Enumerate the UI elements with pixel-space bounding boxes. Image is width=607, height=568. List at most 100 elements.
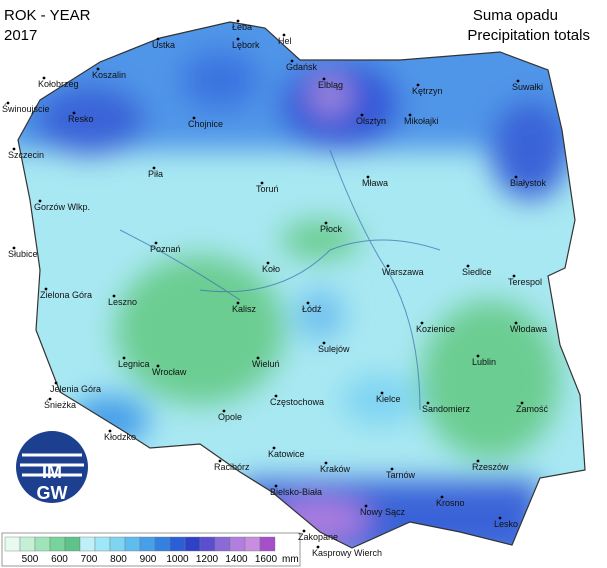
city-dot bbox=[236, 19, 240, 23]
city-label: Słubice bbox=[8, 249, 38, 259]
city-dot bbox=[306, 301, 310, 305]
city-dot bbox=[54, 381, 58, 385]
city-dot bbox=[274, 394, 278, 398]
legend-swatch bbox=[4, 536, 21, 552]
city-dot bbox=[420, 321, 424, 325]
legend-swatch bbox=[229, 536, 246, 552]
city-dot bbox=[72, 111, 76, 115]
city-dot bbox=[260, 181, 264, 185]
legend-swatch bbox=[109, 536, 126, 552]
city-dot bbox=[44, 287, 48, 291]
city-dot bbox=[222, 409, 226, 413]
logo: IM GW bbox=[16, 431, 88, 503]
city-label: Opole bbox=[218, 412, 242, 422]
legend-swatch bbox=[139, 536, 156, 552]
city-label: Lublin bbox=[472, 357, 496, 367]
cities: Łeba Hel Ustka Lębork Koszalin Kołobrzeg Gdańs… bbox=[2, 19, 549, 558]
city-label: Lębork bbox=[232, 40, 260, 50]
city-dot bbox=[156, 364, 160, 368]
city-label: Sandomierz bbox=[422, 404, 471, 414]
city-dot bbox=[408, 113, 412, 117]
city-dot bbox=[156, 37, 160, 41]
city-label: Gdańsk bbox=[286, 62, 318, 72]
city-dot bbox=[514, 321, 518, 325]
city-dot bbox=[316, 545, 320, 549]
city-label: Mikołajki bbox=[404, 116, 439, 126]
city-label: Wieluń bbox=[252, 359, 280, 369]
legend-label: 900 bbox=[140, 554, 157, 565]
city-label: Suwałki bbox=[512, 82, 543, 92]
city-label: Lesko bbox=[494, 519, 518, 529]
city-label: Kołobrzeg bbox=[38, 79, 79, 89]
city-dot bbox=[324, 221, 328, 225]
city-label: Resko bbox=[68, 114, 94, 124]
border bbox=[17, 21, 586, 549]
legend-swatch bbox=[184, 536, 201, 552]
legend-swatch bbox=[259, 536, 276, 552]
city-label: Kraków bbox=[320, 464, 351, 474]
city-dot bbox=[416, 83, 420, 87]
legend-label: 500 bbox=[22, 554, 39, 565]
city-label: Leszno bbox=[108, 297, 137, 307]
city-dot bbox=[360, 113, 364, 117]
legend-swatch bbox=[64, 536, 81, 552]
city-dot bbox=[154, 241, 158, 245]
city-label: Krosno bbox=[436, 498, 465, 508]
city-label: Legnica bbox=[118, 359, 150, 369]
city-dot bbox=[426, 401, 430, 405]
city-dot bbox=[476, 459, 480, 463]
city-label: Włodawa bbox=[510, 324, 547, 334]
city-dot bbox=[498, 516, 502, 520]
city-label: Wrocław bbox=[152, 367, 187, 377]
city-dot bbox=[152, 166, 156, 170]
city-label: Świnoujście bbox=[2, 103, 50, 114]
city-label: Gorzów Wlkp. bbox=[34, 202, 90, 212]
city-dot bbox=[266, 261, 270, 265]
city-dot bbox=[386, 264, 390, 268]
city-label: Koszalin bbox=[92, 70, 126, 80]
city-dot bbox=[512, 274, 516, 278]
city-dot bbox=[302, 529, 306, 533]
legend-label: 1400 bbox=[225, 554, 248, 565]
city-label: Rzeszów bbox=[472, 462, 509, 472]
city-dot bbox=[6, 101, 10, 105]
city-label: Olsztyn bbox=[356, 116, 386, 126]
legend-swatch bbox=[199, 536, 216, 552]
city-dot bbox=[290, 59, 294, 63]
city-label: Zielona Góra bbox=[40, 290, 92, 300]
city-label: Kozienice bbox=[416, 324, 455, 334]
city-label: Poznań bbox=[150, 244, 181, 254]
city-label: Kalisz bbox=[232, 304, 257, 314]
city-dot bbox=[364, 504, 368, 508]
city-dot bbox=[466, 264, 470, 268]
logo-top: IM bbox=[42, 462, 62, 482]
city-dot bbox=[322, 341, 326, 345]
city-dot bbox=[274, 484, 278, 488]
city-dot bbox=[322, 77, 326, 81]
city-label: Śnieżka bbox=[44, 399, 76, 410]
city-dot bbox=[282, 33, 286, 37]
city-dot bbox=[390, 467, 394, 471]
year: 2017 bbox=[4, 27, 37, 44]
city-dot bbox=[42, 76, 46, 80]
city-label: Mława bbox=[362, 178, 388, 188]
city-dot bbox=[324, 461, 328, 465]
city-label: Siedlce bbox=[462, 267, 492, 277]
city-label: Warszawa bbox=[382, 267, 424, 277]
city-label: Tarnów bbox=[386, 470, 416, 480]
city-dot bbox=[366, 175, 370, 179]
city-label: Terespol bbox=[508, 277, 542, 287]
title: ROK - YEAR bbox=[4, 7, 91, 24]
rivers bbox=[119, 149, 441, 411]
city-dot bbox=[192, 116, 196, 120]
legend-swatch bbox=[34, 536, 51, 552]
city-dot bbox=[514, 175, 518, 179]
city-label: Katowice bbox=[268, 449, 305, 459]
city-dot bbox=[476, 354, 480, 358]
city-label: Piła bbox=[148, 169, 163, 179]
city-dot bbox=[96, 67, 100, 71]
city-label: Sulejów bbox=[318, 344, 350, 354]
city-dot bbox=[380, 391, 384, 395]
city-label: Kłodzko bbox=[104, 432, 136, 442]
city-label: Ustka bbox=[152, 40, 175, 50]
